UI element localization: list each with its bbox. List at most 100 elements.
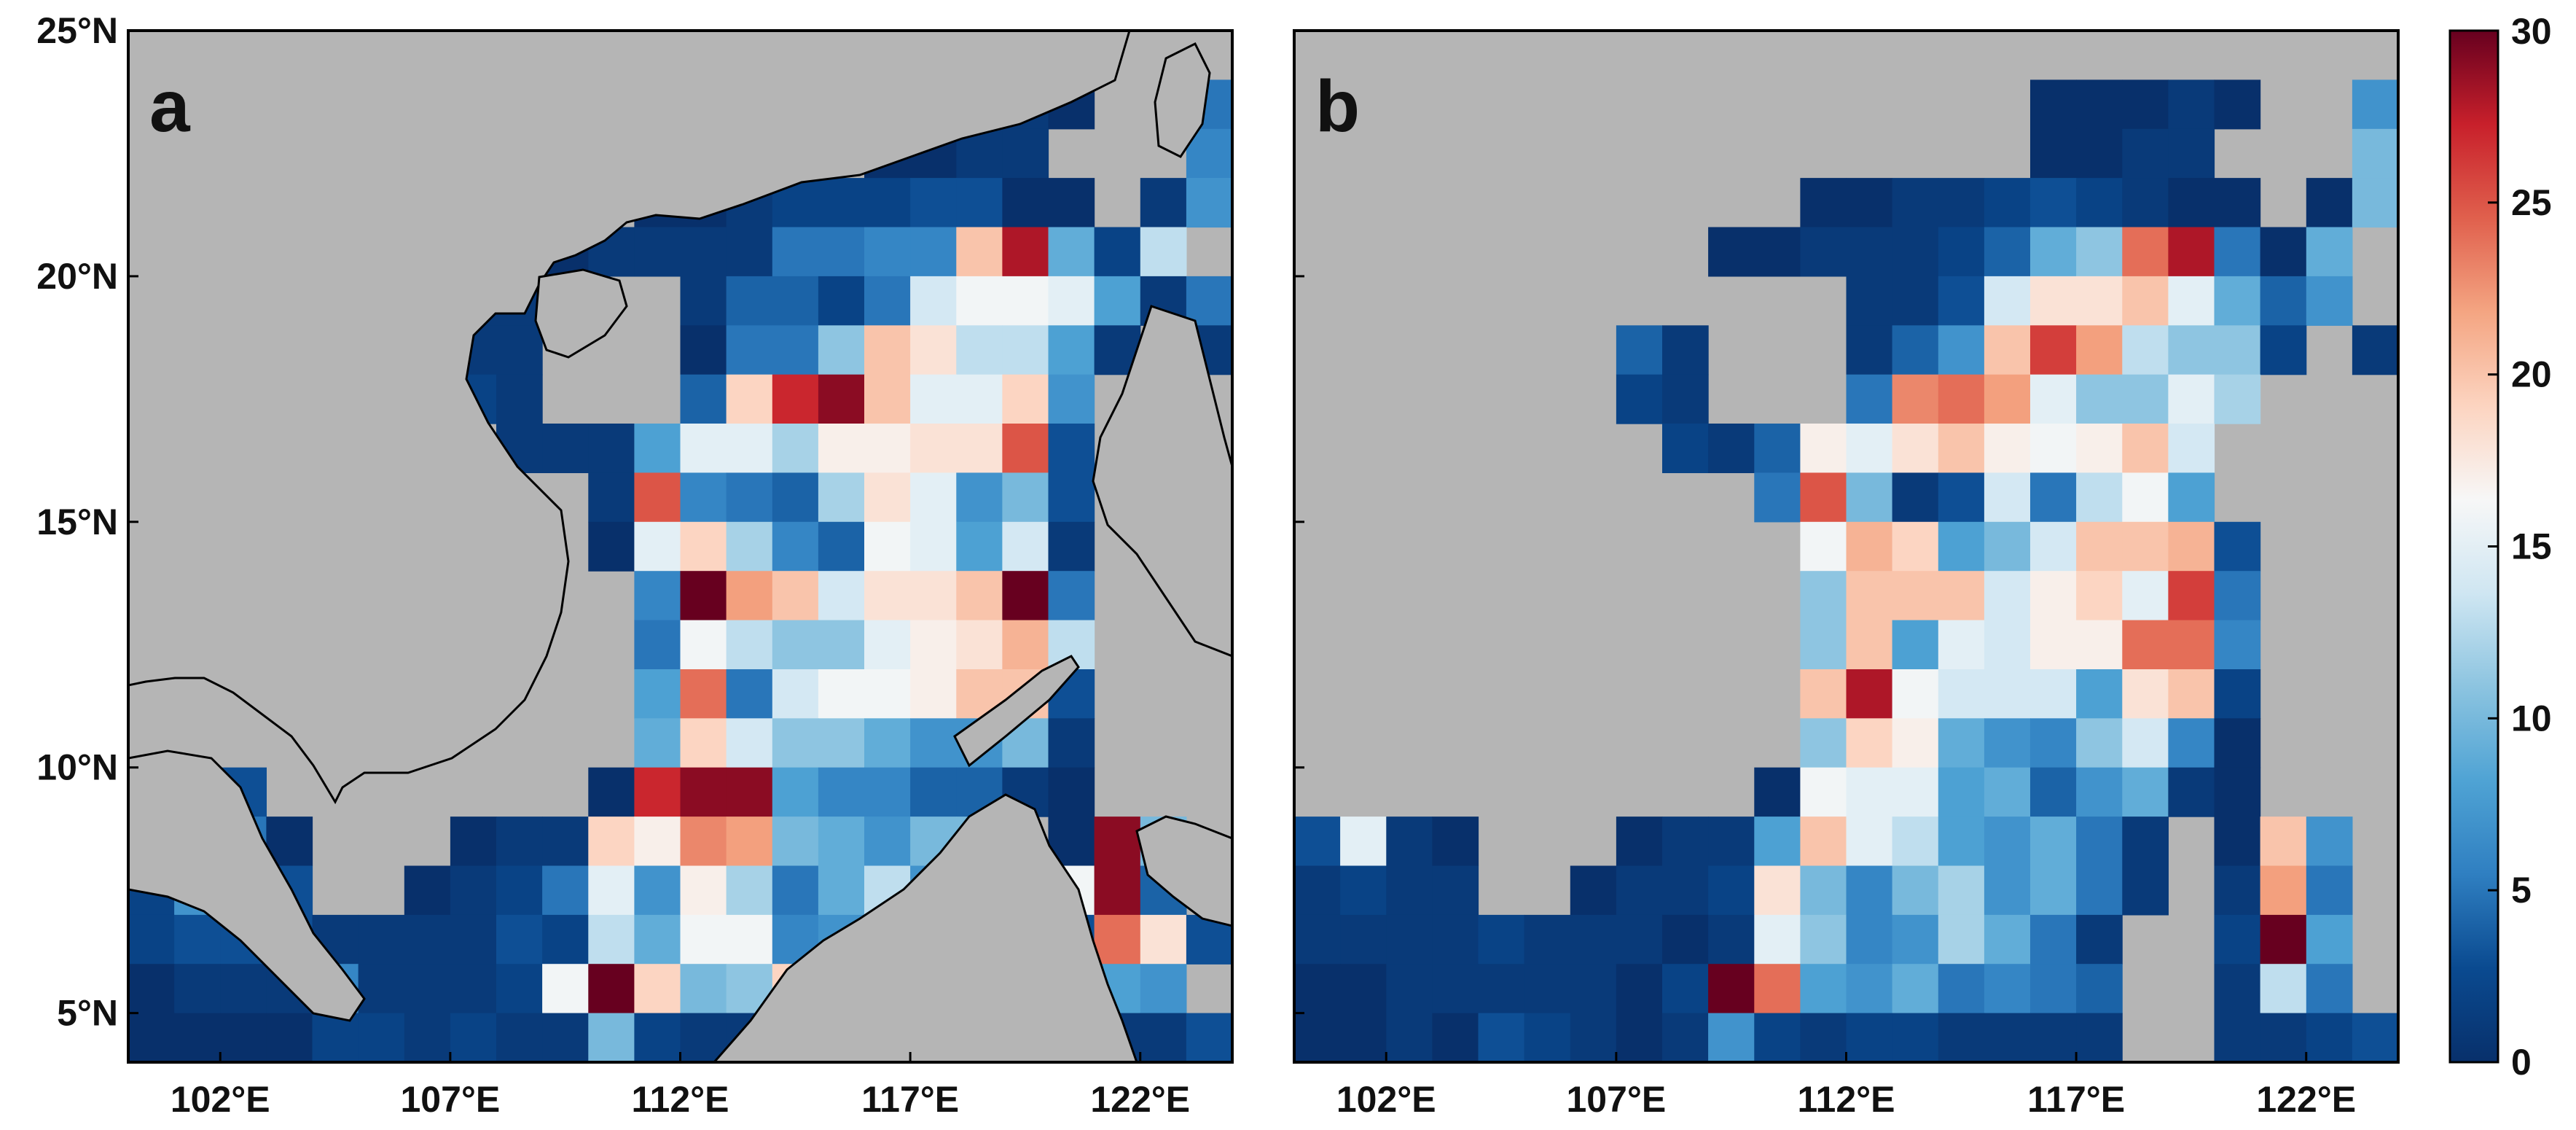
grid-cell (2076, 325, 2123, 375)
grid-cell (2352, 178, 2398, 228)
grid-cell (1984, 620, 2031, 670)
x-tick-label: 102°E (171, 1079, 270, 1120)
grid-cell (588, 424, 635, 473)
grid-cell (1094, 817, 1141, 867)
grid-cell (2030, 276, 2077, 326)
grid-cell (2214, 178, 2261, 228)
grid-cell (1294, 1013, 1341, 1062)
grid-cell (2076, 865, 2123, 916)
grid-cell (772, 1062, 819, 1112)
grid-cell (1846, 964, 1893, 1014)
grid-cell (542, 424, 589, 473)
grid-cell (450, 1013, 497, 1062)
grid-cell (680, 227, 727, 277)
grid-cell (1892, 964, 1939, 1014)
grid-cell (1708, 1062, 1755, 1112)
grid-cell (727, 1062, 773, 1112)
grid-cell (1892, 620, 1939, 670)
grid-cell (1048, 767, 1095, 817)
grid-cell (1048, 718, 1095, 768)
grid-cell (266, 1062, 313, 1112)
grid-cell (2122, 767, 2169, 817)
grid-cell (1984, 669, 2031, 719)
grid-cell (2030, 325, 2077, 375)
grid-cell (2214, 227, 2261, 277)
grid-cell (1662, 325, 1709, 375)
grid-cell (910, 227, 957, 277)
grid-cell (2076, 669, 2123, 719)
grid-cell (1800, 472, 1847, 523)
grid-cell (1754, 1013, 1801, 1062)
colorbar-tick-label: 30 (2511, 11, 2552, 52)
grid-cell (1002, 424, 1049, 473)
grid-cell (1938, 718, 1985, 768)
grid-cell (726, 817, 773, 867)
grid-cell (956, 276, 1003, 326)
grid-cell (1140, 1013, 1187, 1062)
grid-cell (726, 227, 773, 277)
panel-b-cells (1294, 79, 2398, 1112)
grid-cell (1846, 620, 1893, 670)
grid-cell (1800, 914, 1847, 965)
map-panel-a: a 102°E 107°E 112°E 117°E 122°E25°N20°N15°N1… (36, 10, 1234, 1120)
grid-cell (1938, 472, 1985, 523)
grid-cell (680, 276, 727, 326)
grid-cell (1708, 964, 1755, 1014)
grid-cell (1616, 817, 1663, 867)
x-tick-label: 107°E (400, 1079, 500, 1120)
grid-cell (726, 276, 773, 326)
grid-cell (1140, 914, 1187, 965)
grid-cell (404, 865, 451, 916)
grid-cell (1892, 472, 1939, 523)
grid-cell (2260, 817, 2307, 867)
grid-cell (2076, 767, 2123, 817)
grid-cell (1938, 1013, 1985, 1062)
land-mainland-china (128, 31, 1131, 805)
grid-cell (726, 571, 773, 621)
grid-cell (1294, 817, 1341, 867)
grid-cell (1984, 374, 2031, 424)
grid-cell (2306, 964, 2353, 1014)
grid-cell (1340, 817, 1387, 867)
colorbar: 0 5 10 15 20 25 30 (2448, 11, 2552, 1083)
grid-cell (2122, 472, 2169, 523)
grid-cell (1938, 620, 1985, 670)
grid-cell (1846, 718, 1893, 768)
grid-cell (1846, 817, 1893, 867)
grid-cell (128, 914, 175, 965)
grid-cell (450, 817, 497, 867)
grid-cell (1800, 620, 1847, 670)
grid-cell (680, 325, 727, 375)
grid-cell (2306, 865, 2353, 916)
grid-cell (1386, 1013, 1433, 1062)
grid-cell (634, 964, 681, 1014)
grid-cell (2168, 79, 2215, 130)
grid-cell (680, 817, 727, 867)
grid-cell (680, 620, 727, 670)
grid-cell (450, 865, 497, 916)
grid-cell (1616, 374, 1663, 424)
grid-cell (2076, 964, 2123, 1014)
land-borneo (713, 793, 1138, 1062)
grid-cell (2215, 1062, 2261, 1112)
grid-cell (818, 178, 865, 228)
grid-cell (818, 472, 865, 523)
grid-cell (2260, 325, 2307, 375)
grid-cell (1938, 178, 1985, 228)
grid-cell (588, 964, 635, 1014)
grid-cell (1754, 1062, 1801, 1112)
grid-cell (2076, 914, 2123, 965)
grid-cell (726, 325, 773, 375)
grid-cell (2260, 914, 2307, 965)
grid-cell (588, 1062, 635, 1112)
grid-cell (2214, 964, 2261, 1014)
grid-cell (1002, 227, 1049, 277)
grid-cell (680, 669, 727, 719)
grid-cell (2122, 521, 2169, 572)
grid-cell (910, 620, 957, 670)
grid-cell (1800, 1013, 1847, 1062)
grid-cell (266, 1013, 313, 1062)
land-luzon (1092, 305, 1232, 658)
grid-cell (1140, 178, 1187, 228)
grid-cell (588, 472, 635, 523)
